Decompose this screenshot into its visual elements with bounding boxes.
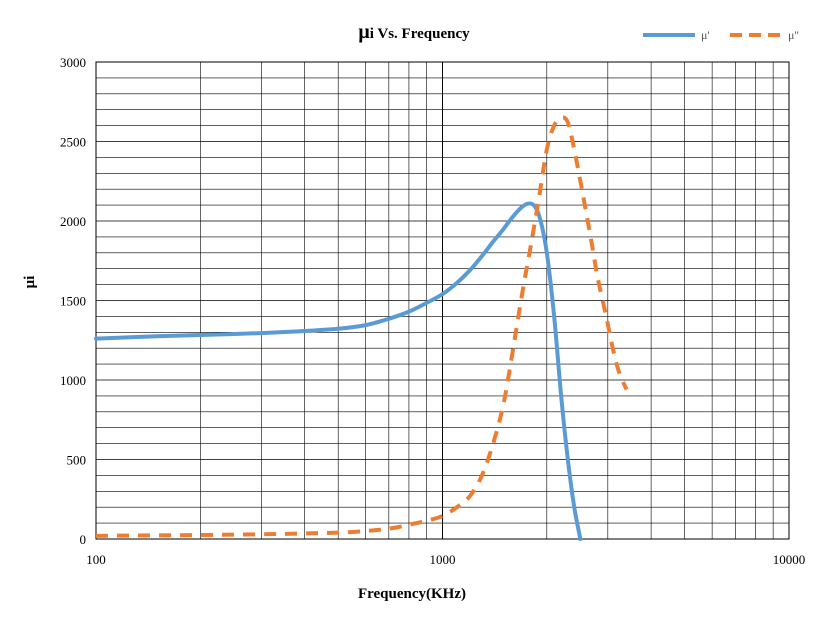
x-axis-title: Frequency(KHz): [358, 586, 466, 602]
series-line-mu-double-prime: [95, 115, 629, 538]
grid: [95, 61, 790, 540]
legend: μ' μ'': [643, 28, 799, 42]
x-tick-label: 10000: [773, 552, 806, 567]
x-tick-label: 1000: [430, 552, 456, 567]
legend-label-mu-prime: μ': [701, 28, 710, 42]
y-tick-label: 1000: [60, 373, 86, 388]
y-axis-title: μi: [22, 276, 38, 289]
tick-labels: 0 500 1000 1500 2000 2500 3000 100 1000 10000: [60, 55, 805, 567]
chart-title: μi Vs. Frequency: [358, 21, 470, 43]
y-tick-label: 0: [80, 532, 87, 547]
y-tick-label: 3000: [60, 55, 86, 70]
series-line-mu-prime: [94, 201, 583, 541]
y-tick-label: 2000: [60, 214, 86, 229]
chart-title-text: i Vs. Frequency: [370, 26, 470, 42]
y-tick-label: 2500: [60, 135, 86, 150]
plot-border: [95, 61, 790, 540]
legend-label-mu-double-prime: μ'': [788, 28, 799, 42]
y-tick-label: 500: [67, 453, 87, 468]
series-layer: [94, 115, 629, 541]
chart-title-prefix: μ: [358, 21, 370, 43]
y-tick-label: 1500: [60, 294, 86, 309]
x-tick-label: 100: [86, 552, 106, 567]
